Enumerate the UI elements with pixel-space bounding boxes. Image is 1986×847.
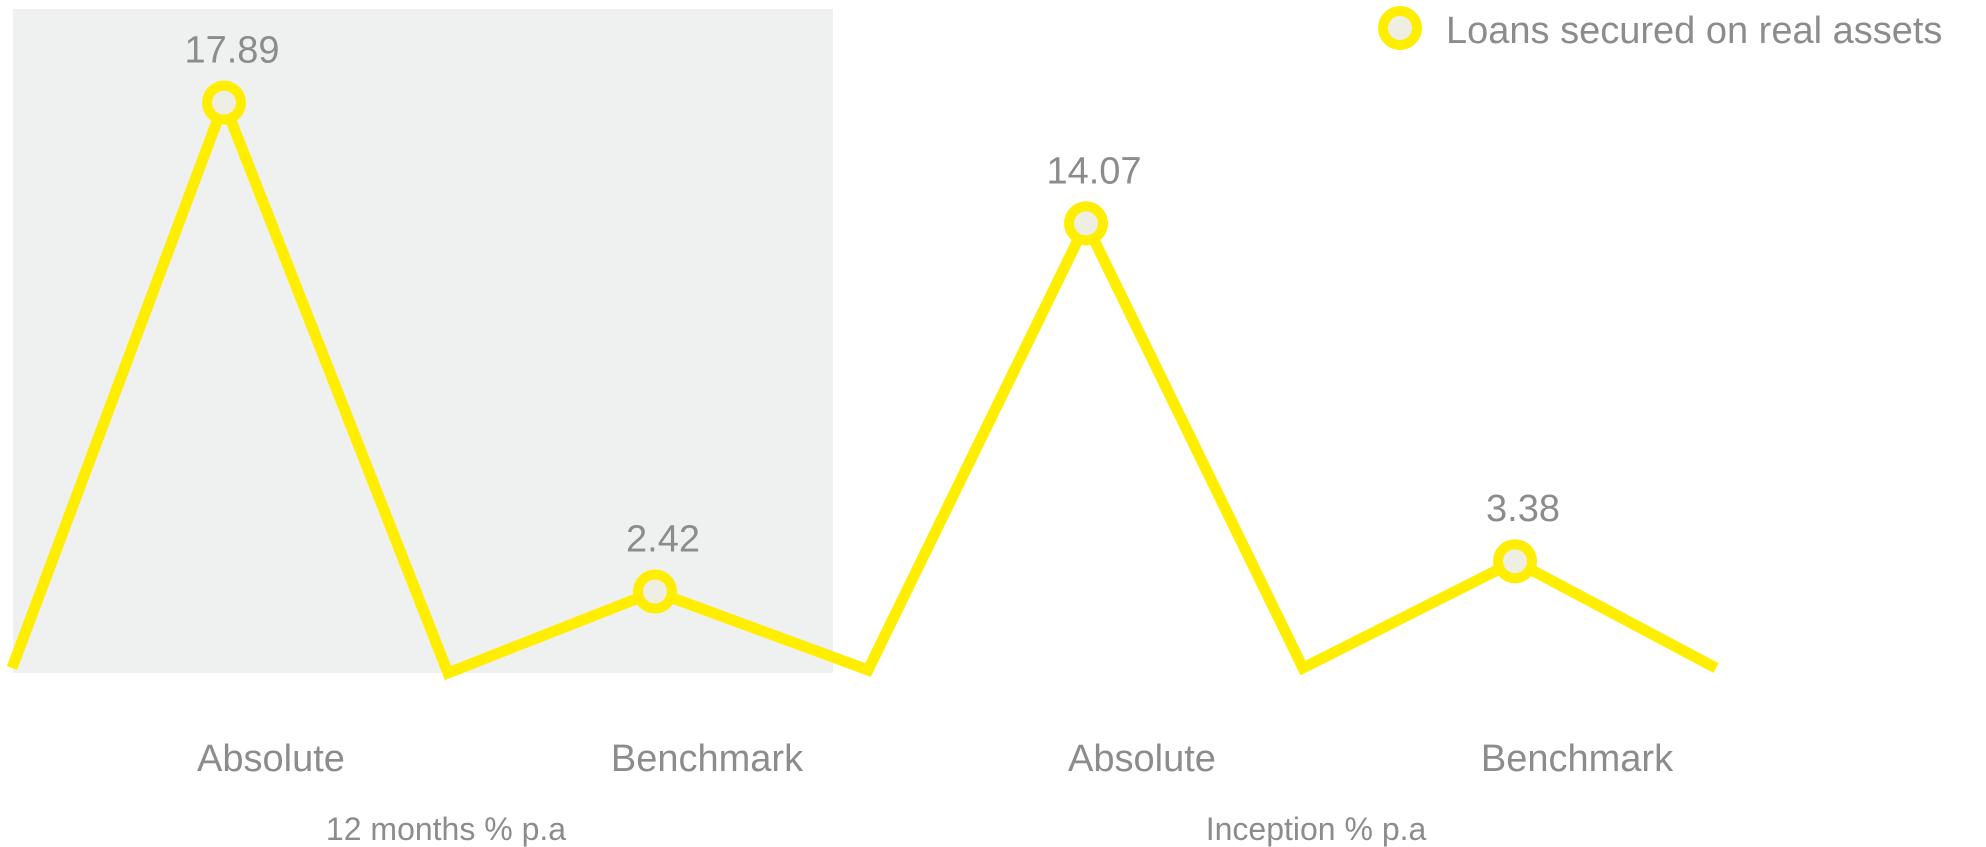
highlight-band	[13, 9, 833, 673]
group-label: Inception % p.a	[1206, 811, 1427, 847]
data-value-label: 17.89	[184, 30, 279, 72]
data-value-label: 2.42	[626, 519, 700, 561]
data-point	[1493, 539, 1537, 584]
series-layer	[6, 80, 1719, 681]
category-label: Absolute	[1068, 738, 1216, 780]
category-label: Benchmark	[611, 738, 804, 780]
legend-label: Loans secured on real assets	[1446, 10, 1942, 52]
data-value-label: 3.38	[1486, 488, 1560, 530]
data-point	[202, 80, 246, 125]
labels-layer: 17.89 2.42 14.07 3.38 Absolute Benchmark Absol…	[184, 30, 1674, 847]
series-line	[6, 87, 1719, 681]
legend-marker	[1378, 6, 1422, 50]
category-label: Benchmark	[1481, 738, 1674, 780]
data-value-label: 14.07	[1046, 150, 1141, 192]
legend: Loans secured on real assets	[1378, 6, 1942, 52]
data-point	[633, 569, 677, 614]
group-label: 12 months % p.a	[326, 811, 566, 847]
category-label: Absolute	[197, 738, 345, 780]
data-point	[1064, 201, 1108, 246]
